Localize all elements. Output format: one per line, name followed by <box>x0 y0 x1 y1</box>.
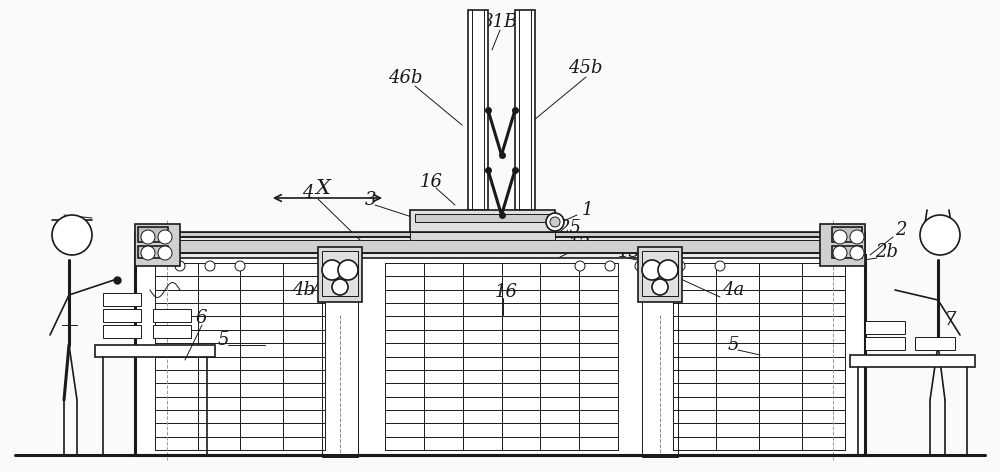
Bar <box>322 251 358 296</box>
Bar <box>832 227 862 242</box>
Circle shape <box>920 215 960 255</box>
Bar <box>153 309 191 322</box>
Bar <box>820 224 865 266</box>
Text: 16: 16 <box>495 283 518 301</box>
Circle shape <box>575 261 585 271</box>
Bar <box>410 210 555 232</box>
Bar <box>415 214 550 222</box>
Circle shape <box>332 279 348 295</box>
Text: X: X <box>316 178 330 197</box>
Bar <box>135 224 180 266</box>
Circle shape <box>52 215 92 255</box>
Circle shape <box>652 279 668 295</box>
Circle shape <box>642 260 662 280</box>
Bar <box>638 247 682 302</box>
Circle shape <box>605 261 615 271</box>
Circle shape <box>658 260 678 280</box>
Circle shape <box>833 230 847 244</box>
Text: 5: 5 <box>218 331 230 349</box>
Bar <box>832 246 862 258</box>
Bar <box>140 240 860 252</box>
Bar <box>642 251 678 296</box>
Text: 13: 13 <box>618 243 641 261</box>
Bar <box>515 10 535 210</box>
Circle shape <box>175 261 185 271</box>
Text: 45b: 45b <box>568 59 602 77</box>
Bar <box>410 232 555 240</box>
Circle shape <box>635 261 645 271</box>
Bar <box>865 321 905 334</box>
Text: 2b: 2b <box>875 243 898 261</box>
Bar <box>850 355 975 367</box>
Circle shape <box>141 246 155 260</box>
Text: 6: 6 <box>195 309 207 327</box>
Circle shape <box>675 261 685 271</box>
Bar <box>135 232 865 258</box>
Bar <box>138 227 168 242</box>
Circle shape <box>158 246 172 260</box>
Bar <box>318 247 362 302</box>
Bar <box>95 345 215 357</box>
Text: 2: 2 <box>895 221 906 239</box>
Bar <box>103 293 141 306</box>
Circle shape <box>715 261 725 271</box>
Bar <box>468 10 488 210</box>
Bar <box>915 337 955 350</box>
Bar <box>322 255 358 457</box>
Bar <box>153 325 191 338</box>
Circle shape <box>833 246 847 260</box>
Text: 7: 7 <box>945 311 956 329</box>
Text: 12: 12 <box>568 236 591 254</box>
Circle shape <box>546 213 564 231</box>
Circle shape <box>850 246 864 260</box>
Text: 1: 1 <box>582 201 594 219</box>
Circle shape <box>141 230 155 244</box>
Circle shape <box>158 230 172 244</box>
Bar <box>865 337 905 350</box>
Circle shape <box>235 261 245 271</box>
Circle shape <box>338 260 358 280</box>
Text: 81B: 81B <box>482 13 518 31</box>
Text: 4b: 4b <box>292 281 315 299</box>
Text: 3: 3 <box>365 191 376 209</box>
Bar <box>138 246 168 258</box>
Text: 4: 4 <box>302 184 314 202</box>
Circle shape <box>550 217 560 227</box>
Text: 5: 5 <box>728 336 740 354</box>
Text: 46b: 46b <box>388 69 422 87</box>
Circle shape <box>322 260 342 280</box>
Text: 25: 25 <box>558 219 581 237</box>
Bar <box>103 325 141 338</box>
Bar <box>642 255 678 457</box>
Bar <box>135 232 865 236</box>
Bar <box>103 309 141 322</box>
Circle shape <box>205 261 215 271</box>
Circle shape <box>850 230 864 244</box>
Text: 16: 16 <box>420 173 443 191</box>
Bar <box>135 255 865 455</box>
Text: 4a: 4a <box>722 281 744 299</box>
